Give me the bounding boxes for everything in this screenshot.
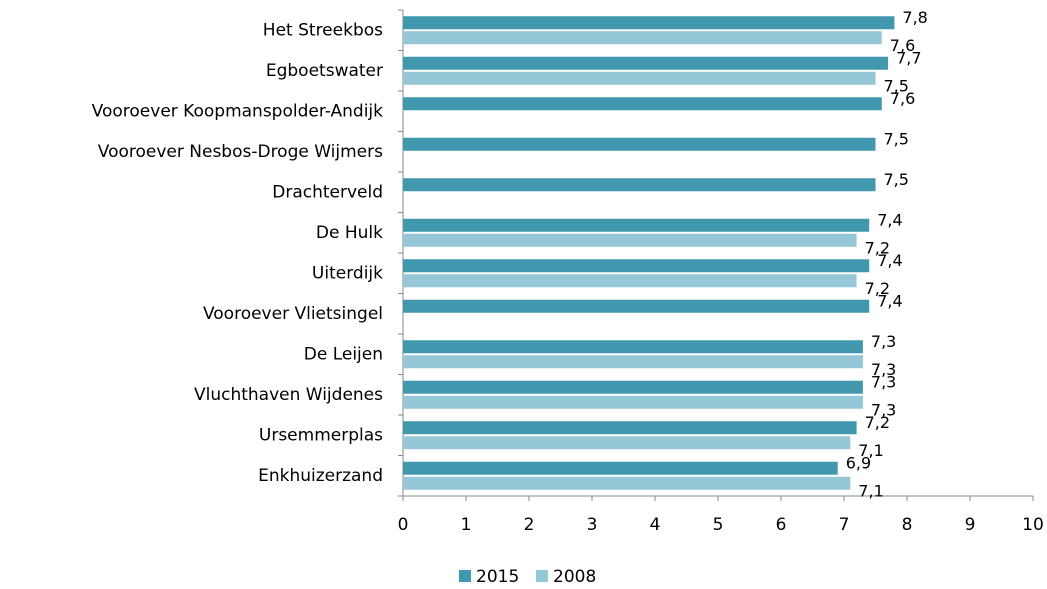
x-tick-label: 3	[587, 515, 598, 535]
bar	[403, 178, 876, 192]
bar	[403, 233, 857, 247]
value-label: 7,5	[884, 170, 909, 189]
bar	[403, 355, 863, 369]
value-label: 7,3	[871, 360, 896, 379]
x-tick-label: 9	[965, 515, 976, 535]
bar	[403, 299, 870, 313]
category-label: Enkhuizerzand	[258, 466, 383, 486]
value-label: 7,7	[896, 48, 921, 67]
legend-label: 2008	[553, 567, 596, 585]
bar	[403, 380, 863, 394]
value-label: 7,8	[902, 8, 927, 27]
x-tick-label: 6	[776, 515, 787, 535]
value-label: 6,9	[846, 453, 871, 472]
legend-swatch	[459, 570, 471, 582]
category-label: Uiterdijk	[312, 263, 383, 283]
bar	[403, 436, 851, 450]
value-label: 7,2	[865, 238, 890, 257]
bar	[403, 476, 851, 490]
bar	[403, 274, 857, 288]
value-label: 7,4	[877, 251, 902, 270]
bar	[403, 56, 889, 70]
value-label: 7,5	[884, 129, 909, 148]
value-label: 7,2	[865, 279, 890, 298]
legend-swatch	[536, 570, 548, 582]
value-label: 7,6	[890, 36, 915, 55]
category-label: De Leijen	[304, 344, 383, 364]
bar	[403, 31, 882, 45]
x-tick-label: 5	[713, 515, 724, 535]
value-label: 7,4	[877, 291, 902, 310]
value-label: 7,6	[890, 89, 915, 108]
category-label: Egboetswater	[266, 61, 383, 81]
category-label: Vooroever Koopmanspolder-Andijk	[92, 101, 383, 121]
value-label: 7,3	[871, 400, 896, 419]
x-tick-label: 0	[398, 515, 409, 535]
category-label: Vooroever Nesbos-Droge Wijmers	[98, 142, 383, 162]
bar	[403, 259, 870, 273]
bar	[403, 137, 876, 151]
bar	[403, 395, 863, 409]
value-label: 7,2	[865, 413, 890, 432]
value-label: 7,4	[877, 210, 902, 229]
category-label: Vooroever Vlietsingel	[203, 304, 383, 324]
bar	[403, 340, 863, 354]
category-label: Ursemmerplas	[259, 425, 383, 445]
value-label: 7,3	[871, 372, 896, 391]
x-tick-label: 7	[839, 515, 850, 535]
bar	[403, 16, 895, 30]
x-tick-label: 4	[650, 515, 661, 535]
x-tick-label: 8	[902, 515, 913, 535]
bar	[403, 218, 870, 232]
value-label: 7,1	[858, 441, 883, 460]
bar	[403, 71, 876, 85]
x-tick-label: 10	[1022, 515, 1044, 535]
legend-label: 2015	[476, 567, 519, 585]
category-label: Drachterveld	[272, 182, 383, 202]
category-label: Vluchthaven Wijdenes	[194, 385, 383, 405]
value-label: 7,5	[884, 76, 909, 95]
x-tick-label: 1	[461, 515, 472, 535]
bar	[403, 421, 857, 435]
x-tick-label: 2	[524, 515, 535, 535]
value-label: 7,1	[858, 481, 883, 500]
bar	[403, 97, 882, 111]
bar	[403, 461, 838, 475]
value-label: 7,3	[871, 332, 896, 351]
category-label: Het Streekbos	[263, 20, 383, 40]
category-label: De Hulk	[316, 223, 383, 243]
